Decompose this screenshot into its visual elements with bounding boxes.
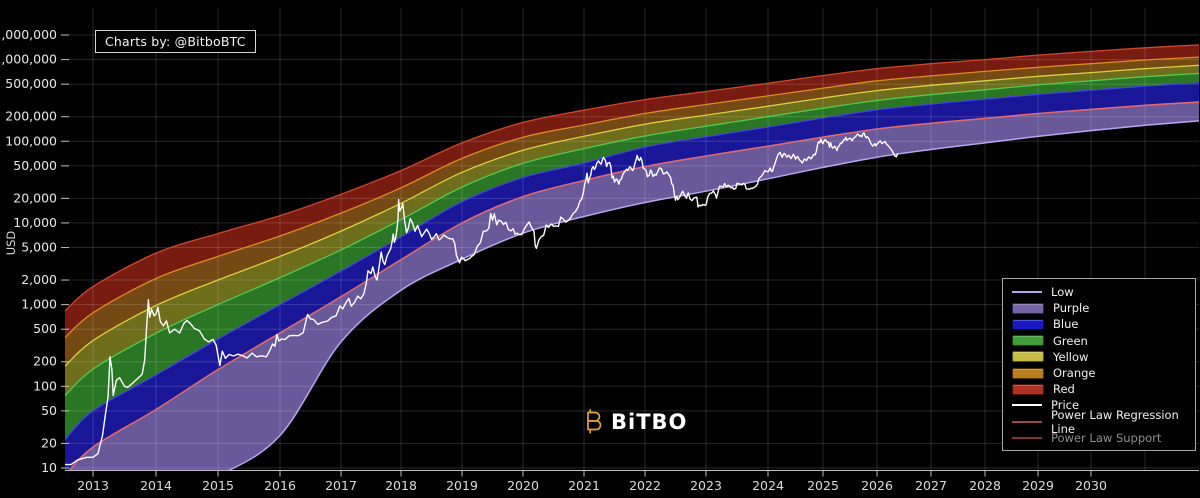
legend-item-price[interactable]: Price <box>1003 397 1195 413</box>
x-tick-label: 2030 <box>1075 478 1107 493</box>
band-edge-red <box>65 44 1199 312</box>
y-tick-label: 200,000 <box>5 109 57 124</box>
x-tick-label: 2021 <box>568 478 600 493</box>
x-tick-label: 2016 <box>264 478 296 493</box>
x-tick-label: 2026 <box>861 478 893 493</box>
legend-swatch-band <box>1012 302 1044 314</box>
legend-item-orange[interactable]: Orange <box>1003 365 1195 381</box>
y-tick-label: 50 <box>41 403 57 418</box>
y-tick-label: 10 <box>41 460 57 475</box>
legend-label: Blue <box>1053 317 1079 332</box>
legend-item-purple[interactable]: Purple <box>1003 300 1195 316</box>
chart-credit-box: Charts by: @BitboBTC <box>95 30 256 53</box>
band-edge-green <box>65 72 1199 397</box>
y-tick-label: 100 <box>33 378 57 393</box>
low-line <box>228 120 1199 470</box>
legend-swatch-line <box>1012 404 1042 407</box>
legend-label: Orange <box>1053 366 1096 381</box>
band-edge-blue <box>65 82 1199 441</box>
y-tick-label: 500 <box>33 321 57 336</box>
legend-swatch-band <box>1012 383 1044 395</box>
legend-label: Low <box>1051 285 1074 300</box>
y-tick-label: 20,000 <box>13 190 57 205</box>
bitbo-logo: BiTBO <box>584 408 687 435</box>
y-axis-title: USD <box>4 231 18 256</box>
y-tick-label: 1,000,000 <box>0 52 57 67</box>
axes: 2013 2014 2015 2016 2017 2018 2019 2020 2021 2022… <box>0 27 1199 493</box>
legend-item-power-law-support[interactable]: Power Law Support <box>1003 430 1195 446</box>
legend-label: Red <box>1053 382 1075 397</box>
legend-label: Purple <box>1053 301 1090 316</box>
x-tick-label: 2019 <box>446 478 478 493</box>
legend-item-blue[interactable]: Blue <box>1003 316 1195 332</box>
x-tick-label: 2013 <box>77 478 109 493</box>
bitbo-logo-text: BiTBO <box>611 409 688 434</box>
legend-item-red[interactable]: Red <box>1003 381 1195 397</box>
legend-item-green[interactable]: Green <box>1003 333 1195 349</box>
x-tick-label: 2014 <box>140 478 172 493</box>
y-tick-label: 100,000 <box>5 133 57 148</box>
x-tick-label: 2015 <box>202 478 234 493</box>
band-red <box>65 44 1199 338</box>
y-tick-label: 50,000 <box>13 158 57 173</box>
x-tick-label: 2023 <box>690 478 722 493</box>
band-green <box>65 73 1199 440</box>
band-purple <box>69 102 1199 470</box>
x-tick-label: 2029 <box>1022 478 1054 493</box>
x-tick-label: 2025 <box>807 478 839 493</box>
x-tick-label: 2028 <box>969 478 1001 493</box>
legend-swatch-band <box>1012 351 1044 363</box>
legend-swatch-line <box>1012 420 1042 423</box>
x-tick-label: 2020 <box>507 478 539 493</box>
legend-swatch-band <box>1012 367 1044 379</box>
legend-label: Yellow <box>1053 349 1089 364</box>
band-edge-orange <box>65 56 1199 339</box>
y-tick-label: 10,000 <box>13 215 57 230</box>
legend-item-power-law-regression-line[interactable]: Power Law Regression Line <box>1003 408 1195 436</box>
band-yellow <box>65 65 1199 396</box>
legend-label: Power Law Support <box>1051 430 1162 445</box>
y-tick-label: 500,000 <box>5 76 57 91</box>
x-tick-label: 2017 <box>325 478 357 493</box>
legend-label: Green <box>1053 333 1088 348</box>
legend-swatch-band <box>1012 335 1044 347</box>
rainbow-bands <box>65 44 1199 470</box>
x-tick-label: 2024 <box>752 478 784 493</box>
bitcoin-logo-icon <box>587 409 602 434</box>
y-tick-label: 1,000 <box>21 297 57 312</box>
y-tick-label: 2,000 <box>21 272 57 287</box>
band-edge-lines <box>65 44 1199 441</box>
y-tick-label: 20 <box>41 435 57 450</box>
chart-credit-text: Charts by: @BitboBTC <box>105 34 246 49</box>
y-tick-label: 200 <box>33 354 57 369</box>
x-tick-label: 2022 <box>629 478 661 493</box>
legend-label: Power Law Regression Line <box>1051 407 1179 436</box>
gridlines <box>65 8 1199 470</box>
band-orange <box>65 57 1199 367</box>
legend-swatch-line <box>1012 436 1042 439</box>
legend-label: Price <box>1051 398 1080 413</box>
x-tick-label: 2018 <box>385 478 417 493</box>
legend-item-low[interactable]: Low <box>1003 284 1195 300</box>
x-tick-label: 2027 <box>915 478 947 493</box>
price-line-layer <box>65 132 899 466</box>
band-edge-yellow <box>65 64 1199 368</box>
y-tick-label: 5,000 <box>21 240 57 255</box>
price-line <box>65 132 899 466</box>
legend-swatch-line <box>1012 291 1042 294</box>
legend-item-yellow[interactable]: Yellow <box>1003 349 1195 365</box>
legend: Low Purple Blue Green Yellow Orange Red Price Po… <box>1002 278 1196 451</box>
y-tick-label: 2,000,000 <box>0 27 57 42</box>
legend-swatch-band <box>1012 318 1044 330</box>
band-blue <box>65 82 1199 470</box>
